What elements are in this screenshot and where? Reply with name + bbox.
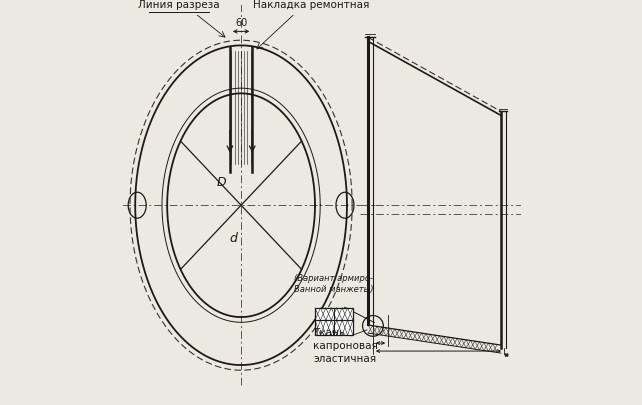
- Text: Линия разреза: Линия разреза: [138, 0, 220, 11]
- Text: D: D: [216, 176, 226, 189]
- Text: d: d: [229, 232, 237, 245]
- Text: Накладка ремонтная: Накладка ремонтная: [253, 0, 369, 11]
- Text: 60: 60: [235, 18, 247, 28]
- Bar: [315, 308, 353, 335]
- Text: (Вариант армиро-
Ванной манжеты): (Вариант армиро- Ванной манжеты): [294, 273, 374, 293]
- Text: Ткань
капроновая
эластичная: Ткань капроновая эластичная: [313, 327, 378, 363]
